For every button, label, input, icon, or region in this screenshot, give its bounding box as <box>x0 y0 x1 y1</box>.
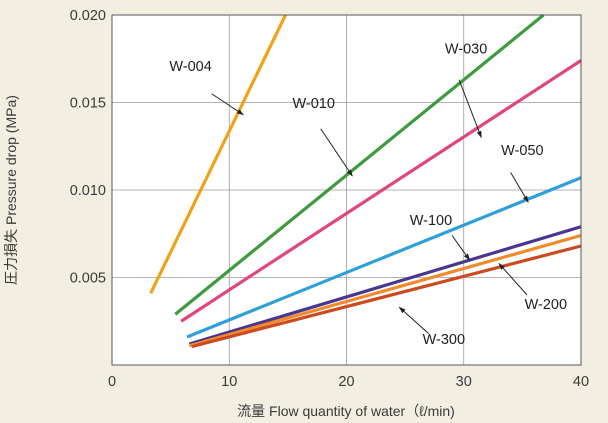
series-label-w-030: W-030 <box>445 42 487 58</box>
plot-frame <box>111 14 582 366</box>
annotation-arrow-w-010 <box>320 128 353 177</box>
x-axis-title: 流量 Flow quantity of water（ℓ/min) <box>237 403 455 419</box>
series-line-w-050 <box>186 176 582 339</box>
series-line-w-030 <box>180 59 582 323</box>
series-label-w-050: W-050 <box>501 143 543 159</box>
series-line-w-004 <box>149 14 287 294</box>
series-line-w-200 <box>188 233 582 348</box>
series-label-w-100: W-100 <box>410 213 452 229</box>
x-tick-label: 30 <box>456 374 472 390</box>
series-label-w-010: W-010 <box>292 96 334 112</box>
annotation-arrows <box>211 79 529 334</box>
annotation-arrow-w-030 <box>458 79 482 139</box>
annotation-arrow-w-004 <box>211 93 244 116</box>
x-tick-label: 20 <box>338 374 354 390</box>
x-tick-label: 0 <box>108 374 116 390</box>
series-lines <box>149 13 582 349</box>
y-tick-label: 0.010 <box>70 183 106 199</box>
annotation-labels: W-004 W-010 W-030 W-050 W-100 W-200 W-300 <box>169 42 567 349</box>
x-tick-label: 40 <box>573 374 589 390</box>
series-line-w-300 <box>191 244 582 349</box>
y-tick-label: 0.020 <box>70 8 106 24</box>
series-label-w-200: W-200 <box>525 297 567 313</box>
annotation-arrow-w-300 <box>398 306 429 334</box>
series-label-w-004: W-004 <box>169 59 211 75</box>
annotation-arrow-w-200 <box>498 262 528 296</box>
x-tick-label: 10 <box>221 374 237 390</box>
y-tick-label: 0.005 <box>70 271 106 287</box>
annotation-arrow-w-050 <box>510 172 529 203</box>
series-line-w-100 <box>188 225 582 346</box>
y-axis-title: 圧力損失 Pressure drop (MPa) <box>3 95 19 285</box>
tick-labels: 0 10 20 30 40 0.005 0.010 0.015 0.020 <box>70 8 589 390</box>
annotation-arrow-w-100 <box>451 235 471 261</box>
y-tick-label: 0.015 <box>70 96 106 112</box>
series-label-w-300: W-300 <box>423 332 465 348</box>
series-line-w-010 <box>174 13 545 316</box>
grid-lines <box>112 15 581 365</box>
